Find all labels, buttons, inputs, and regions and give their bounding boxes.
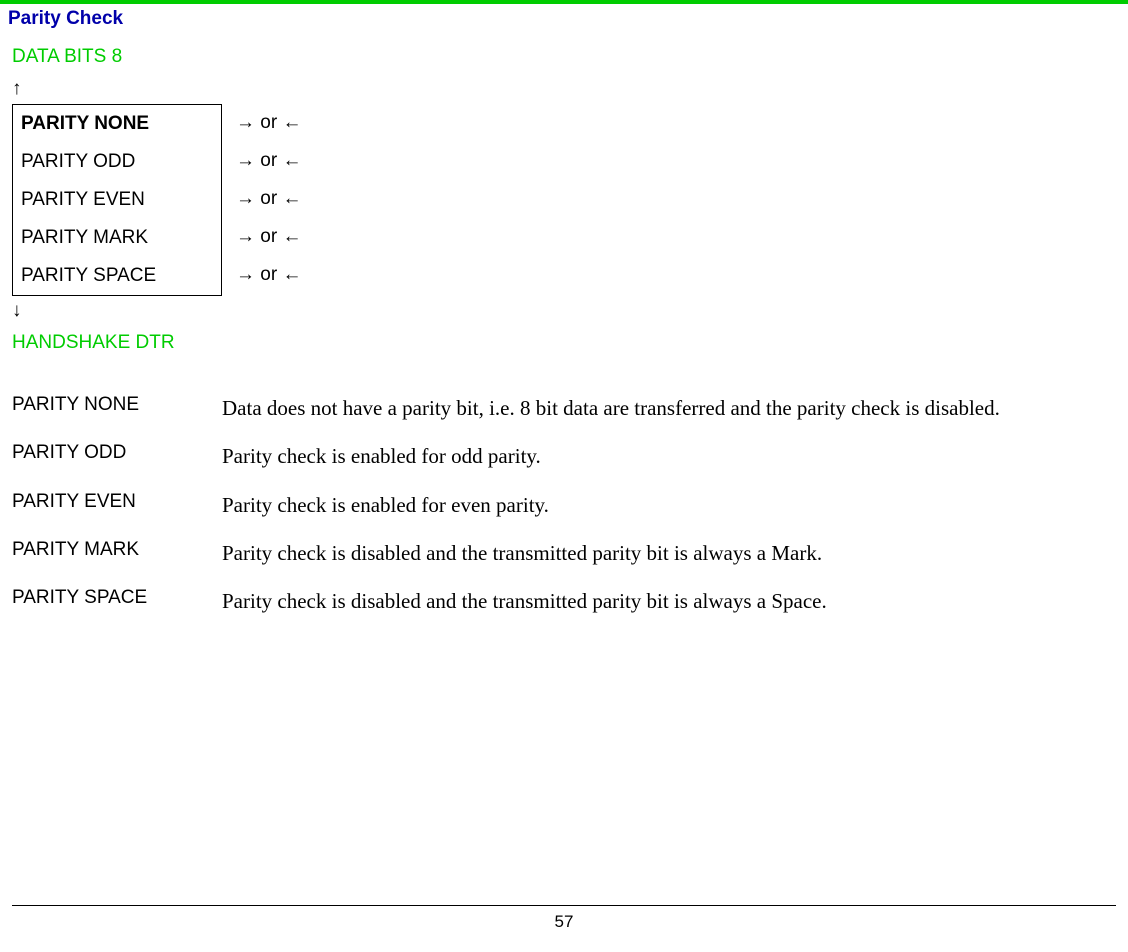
desc-term: PARITY NONE: [12, 394, 222, 416]
footer-rule: [12, 905, 1116, 906]
page-root: Parity Check DATA BITS 8 ↑ PARITY NONE P…: [0, 0, 1128, 952]
desc-row-none: PARITY NONE Data does not have a parity …: [12, 388, 1108, 436]
page-number: 57: [555, 912, 574, 931]
desc-term: PARITY EVEN: [12, 491, 222, 513]
down-arrow-icon: ↓: [12, 296, 1128, 326]
nav-prev-label: DATA BITS 8: [12, 40, 1128, 74]
section-title: Parity Check: [0, 4, 1128, 30]
side-arrow-2: → or ←: [222, 180, 315, 218]
desc-text: Parity check is enabled for odd parity.: [222, 442, 1108, 470]
desc-row-mark: PARITY MARK Parity check is disabled and…: [12, 533, 1108, 581]
desc-row-space: PARITY SPACE Parity check is disabled an…: [12, 581, 1108, 629]
side-arrow-column: → or ← → or ← → or ← → or ← → or ←: [222, 104, 315, 294]
page-footer: 57: [0, 905, 1128, 932]
desc-term: PARITY ODD: [12, 442, 222, 464]
desc-text: Parity check is disabled and the transmi…: [222, 587, 1108, 615]
desc-text: Data does not have a parity bit, i.e. 8 …: [222, 394, 1108, 422]
side-arrow-4: → or ←: [222, 256, 315, 294]
side-arrow-0: → or ←: [222, 104, 315, 142]
nav-next-label: HANDSHAKE DTR: [12, 326, 1128, 360]
side-arrow-3: → or ←: [222, 218, 315, 256]
desc-row-even: PARITY EVEN Parity check is enabled for …: [12, 485, 1108, 533]
up-arrow-icon: ↑: [12, 74, 1128, 104]
parity-menu-box: PARITY NONE PARITY ODD PARITY EVEN PARIT…: [12, 104, 222, 296]
side-arrow-1: → or ←: [222, 142, 315, 180]
menu-item-parity-space[interactable]: PARITY SPACE: [13, 257, 207, 295]
desc-row-odd: PARITY ODD Parity check is enabled for o…: [12, 436, 1108, 484]
nav-block: DATA BITS 8 ↑ PARITY NONE PARITY ODD PAR…: [0, 30, 1128, 360]
desc-term: PARITY MARK: [12, 539, 222, 561]
desc-text: Parity check is disabled and the transmi…: [222, 539, 1108, 567]
menu-item-parity-even[interactable]: PARITY EVEN: [13, 181, 207, 219]
desc-text: Parity check is enabled for even parity.: [222, 491, 1108, 519]
menu-wrap: PARITY NONE PARITY ODD PARITY EVEN PARIT…: [12, 104, 1128, 296]
desc-term: PARITY SPACE: [12, 587, 222, 609]
menu-item-parity-mark[interactable]: PARITY MARK: [13, 219, 207, 257]
menu-item-parity-none[interactable]: PARITY NONE: [13, 105, 207, 143]
menu-item-parity-odd[interactable]: PARITY ODD: [13, 143, 207, 181]
description-block: PARITY NONE Data does not have a parity …: [0, 360, 1128, 630]
